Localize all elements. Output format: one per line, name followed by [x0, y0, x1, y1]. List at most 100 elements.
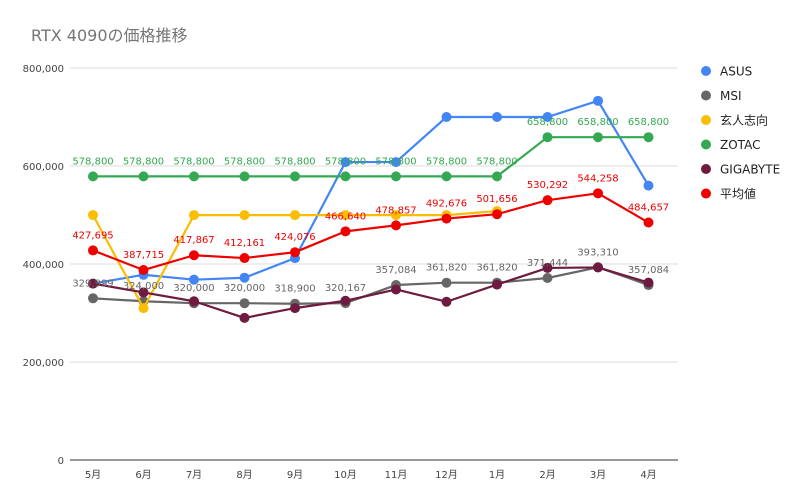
- gridlines: [70, 67, 678, 461]
- legend-label: 玄人志向: [720, 113, 768, 128]
- data-label: 318,900: [274, 284, 315, 295]
- data-label: 361,820: [476, 263, 517, 274]
- data-point: [492, 209, 502, 220]
- y-tick-label: 0: [58, 456, 64, 467]
- data-point: [239, 312, 250, 323]
- data-label: 324,000: [123, 281, 164, 292]
- data-point: [189, 274, 199, 285]
- chart-title: RTX 4090の価格推移: [31, 26, 188, 45]
- data-label: 320,000: [224, 283, 265, 294]
- data-point: [88, 293, 98, 304]
- data-point: [593, 95, 603, 106]
- data-label: 501,656: [476, 194, 517, 205]
- data-point: [643, 132, 654, 143]
- data-point: [340, 210, 351, 221]
- series-line: [92, 99, 650, 285]
- data-point: [88, 245, 98, 256]
- data-label: 387,715: [123, 250, 164, 261]
- x-tick-label: 8月: [236, 469, 252, 481]
- data-point: [290, 171, 300, 182]
- data-point: [290, 247, 300, 258]
- data-point: [340, 226, 351, 237]
- data-label: 427,695: [72, 230, 113, 241]
- data-label: 530,292: [527, 180, 568, 191]
- data-label: 658,800: [527, 117, 568, 128]
- data-point: [441, 112, 452, 122]
- data-point: [239, 171, 250, 182]
- data-point: [593, 188, 603, 199]
- data-point: [138, 265, 149, 276]
- data-point: [340, 157, 351, 168]
- data-point: [239, 298, 250, 309]
- data-point: [441, 171, 452, 182]
- legend-marker: [701, 115, 711, 125]
- data-point: [138, 171, 149, 182]
- data-point: [239, 210, 250, 221]
- data-label: 320,167: [325, 283, 366, 294]
- data-label: 478,857: [375, 205, 416, 216]
- legend-label: GIGABYTE: [720, 163, 780, 177]
- data-point: [189, 250, 199, 261]
- data-label: 578,800: [426, 156, 467, 167]
- data-point: [643, 180, 654, 191]
- data-point: [391, 157, 401, 168]
- series-line: [93, 136, 649, 178]
- data-point: [189, 210, 199, 221]
- x-tick-label: 9月: [287, 469, 303, 481]
- data-point: [391, 210, 401, 221]
- data-label: 320,000: [173, 283, 214, 294]
- data-label: 357,084: [628, 265, 669, 276]
- data-label: 424,076: [274, 232, 315, 243]
- x-tick-label: 2月: [539, 469, 555, 481]
- data-point: [542, 195, 553, 206]
- data-label: 578,800: [224, 156, 265, 167]
- series-line: [92, 192, 650, 272]
- legend-marker: [701, 66, 711, 76]
- data-point: [593, 262, 603, 273]
- data-label: 578,800: [375, 156, 416, 167]
- x-tick-label: 11月: [385, 469, 408, 481]
- y-tick-label: 400,000: [23, 260, 64, 271]
- data-point: [391, 171, 401, 182]
- legend-label: ASUS: [720, 65, 752, 79]
- data-point: [239, 253, 250, 264]
- legend-marker: [701, 188, 711, 199]
- data-point: [542, 262, 553, 273]
- data-label: 578,800: [72, 156, 113, 167]
- data-point: [290, 303, 300, 314]
- data-point: [239, 272, 250, 283]
- data-point: [441, 213, 452, 224]
- x-tick-label: 3月: [590, 469, 606, 481]
- data-label: 544,258: [577, 173, 618, 184]
- data-label: 578,800: [123, 156, 164, 167]
- data-label: 357,084: [375, 265, 416, 276]
- data-point: [340, 171, 351, 182]
- data-point: [492, 279, 502, 290]
- data-label: 578,800: [274, 156, 315, 167]
- legend-marker: [701, 90, 711, 101]
- axes: 0 200,000 400,000 600,000 800,000 5月 6月 7月 8月 9月 1…: [23, 64, 657, 481]
- data-point: [492, 112, 502, 122]
- data-label: 492,676: [426, 199, 467, 210]
- data-point: [88, 171, 98, 182]
- data-point: [391, 284, 401, 295]
- legend: ASUS MSI 玄人志向 ZOTAC GIGABYTE 平均値: [701, 65, 780, 201]
- legend-label: 平均値: [720, 186, 756, 201]
- data-label: 658,800: [628, 117, 669, 128]
- legend-label: ZOTAC: [720, 138, 760, 152]
- data-label: 393,310: [577, 247, 618, 258]
- data-labels: 329,999 324,000 320,000 320,000 318,900 320,1…: [72, 117, 669, 295]
- x-tick-label: 10月: [334, 469, 357, 481]
- legend-label: MSI: [720, 89, 742, 103]
- data-point: [643, 217, 654, 228]
- data-point: [542, 132, 553, 143]
- data-label: 658,800: [577, 117, 618, 128]
- x-tick-label: 7月: [186, 469, 202, 481]
- data-label: 484,657: [628, 203, 669, 214]
- data-label: 371,444: [527, 258, 568, 269]
- data-point: [189, 296, 199, 307]
- x-tick-label: 4月: [640, 469, 656, 481]
- data-point: [441, 296, 452, 307]
- data-point: [138, 303, 149, 314]
